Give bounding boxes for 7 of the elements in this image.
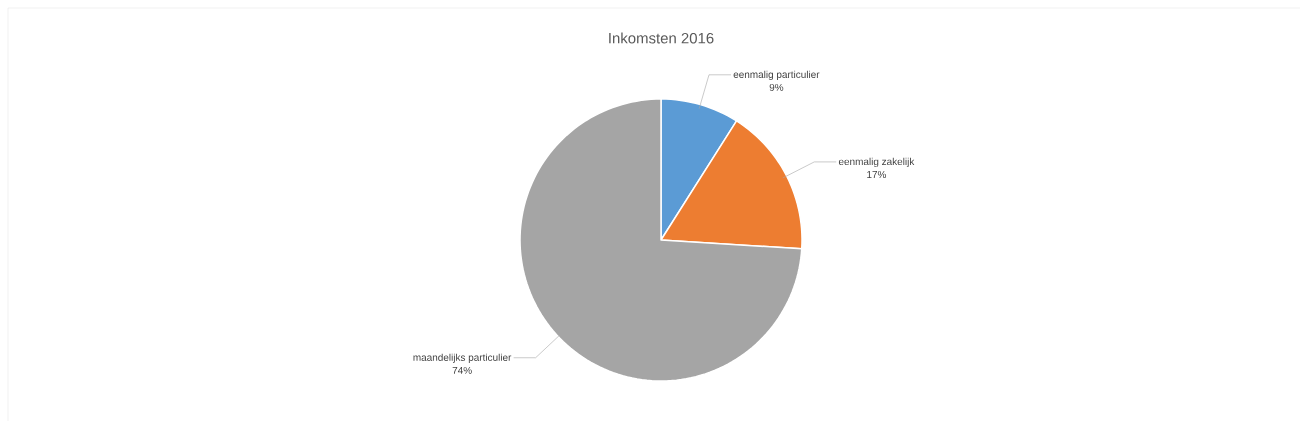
slice-label: maandelijks particulier xyxy=(413,353,512,363)
data-label: 74% xyxy=(452,366,472,374)
data-label: 17% xyxy=(867,171,887,179)
slice-label: eenmalig zakelijk xyxy=(838,157,915,168)
slice-label: eenmalig particulier xyxy=(733,70,820,80)
chart-title: Inkomsten 2016 xyxy=(609,32,714,44)
data-label: 9% xyxy=(769,83,784,91)
